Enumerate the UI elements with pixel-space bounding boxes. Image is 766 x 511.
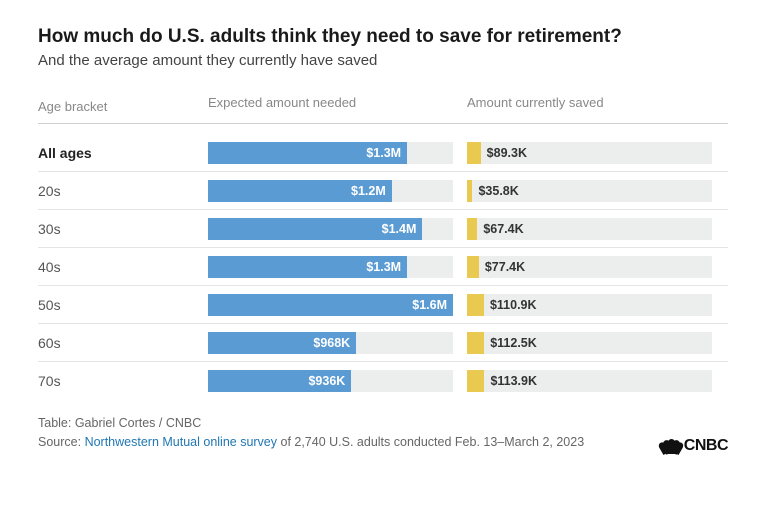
bar-value-label: $67.4K [477,218,523,240]
bar-cell: $110.9K [467,294,712,316]
bar-value-label: $1.3M [208,256,407,278]
peacock-icon [660,434,682,454]
cnbc-logo: CNBC [660,434,728,454]
row-label: 70s [38,373,208,389]
chart-title: How much do U.S. adults think they need … [38,26,728,48]
row-label: 30s [38,221,208,237]
row-label: 60s [38,335,208,351]
bar-cell: $89.3K [467,142,712,164]
bar-cell: $1.2M [208,180,453,202]
source-link[interactable]: Northwestern Mutual online survey [85,435,277,449]
table-credit: Table: Gabriel Cortes / CNBC [38,414,728,433]
row-label: 40s [38,259,208,275]
bar-fill [467,256,479,278]
source-line: Source: Northwestern Mutual online surve… [38,433,728,452]
bar-value-label: $77.4K [479,256,525,278]
row-label: 20s [38,183,208,199]
logo-text: CNBC [684,438,728,454]
bar-value-label: $936K [208,370,351,392]
header-saved: Amount currently saved [467,95,712,117]
source-suffix: of 2,740 U.S. adults conducted Feb. 13–M… [277,435,584,449]
bar-cell: $1.3M [208,256,453,278]
header-expected: Expected amount needed [208,95,453,117]
table-row: 40s$1.3M $77.4K [38,248,728,286]
bar-fill [467,332,484,354]
bar-cell: $1.3M [208,142,453,164]
bar-fill [467,218,477,240]
bar-cell: $35.8K [467,180,712,202]
data-table: Age bracket Expected amount needed Amoun… [38,95,728,400]
table-row: 30s$1.4M $67.4K [38,210,728,248]
chart-footer: Table: Gabriel Cortes / CNBC Source: Nor… [38,414,728,452]
bar-value-label: $968K [208,332,356,354]
bar-value-label: $112.5K [484,332,537,354]
bar-cell: $936K [208,370,453,392]
bar-value-label: $110.9K [484,294,537,316]
bar-cell: $113.9K [467,370,712,392]
chart-subtitle: And the average amount they currently ha… [38,52,728,69]
table-row: All ages$1.3M $89.3K [38,134,728,172]
table-row: 50s$1.6M $110.9K [38,286,728,324]
bar-value-label: $35.8K [472,180,518,202]
bar-cell: $112.5K [467,332,712,354]
bar-value-label: $113.9K [484,370,537,392]
row-label: 50s [38,297,208,313]
bar-value-label: $89.3K [481,142,527,164]
bar-cell: $67.4K [467,218,712,240]
header-age-bracket: Age bracket [38,99,208,114]
row-label: All ages [38,145,208,161]
bar-value-label: $1.6M [208,294,453,316]
bar-value-label: $1.2M [208,180,392,202]
bar-fill [467,370,484,392]
table-row: 70s$936K $113.9K [38,362,728,400]
bar-fill [467,294,484,316]
bar-cell: $1.4M [208,218,453,240]
table-header-row: Age bracket Expected amount needed Amoun… [38,95,728,124]
bar-fill [467,142,481,164]
bar-value-label: $1.3M [208,142,407,164]
bar-cell: $77.4K [467,256,712,278]
table-row: 20s$1.2M $35.8K [38,172,728,210]
bar-value-label: $1.4M [208,218,422,240]
table-row: 60s$968K $112.5K [38,324,728,362]
bar-cell: $968K [208,332,453,354]
source-prefix: Source: [38,435,85,449]
bar-cell: $1.6M [208,294,453,316]
